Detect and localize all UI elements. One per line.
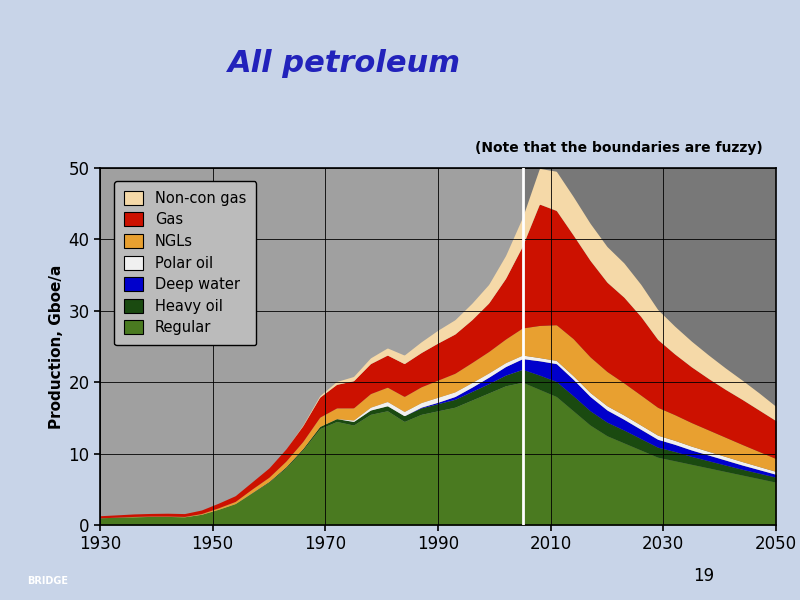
Bar [522,168,776,525]
Text: BRIDGE: BRIDGE [27,575,69,586]
Legend: Non-con gas, Gas, NGLs, Polar oil, Deep water, Heavy oil, Regular: Non-con gas, Gas, NGLs, Polar oil, Deep … [114,181,257,346]
Bar [100,168,522,525]
Text: All petroleum: All petroleum [227,49,461,77]
Y-axis label: Production, Gboe/a: Production, Gboe/a [50,265,64,428]
Text: (Note that the boundaries are fuzzy): (Note that the boundaries are fuzzy) [474,142,762,155]
Text: 19: 19 [694,567,714,585]
